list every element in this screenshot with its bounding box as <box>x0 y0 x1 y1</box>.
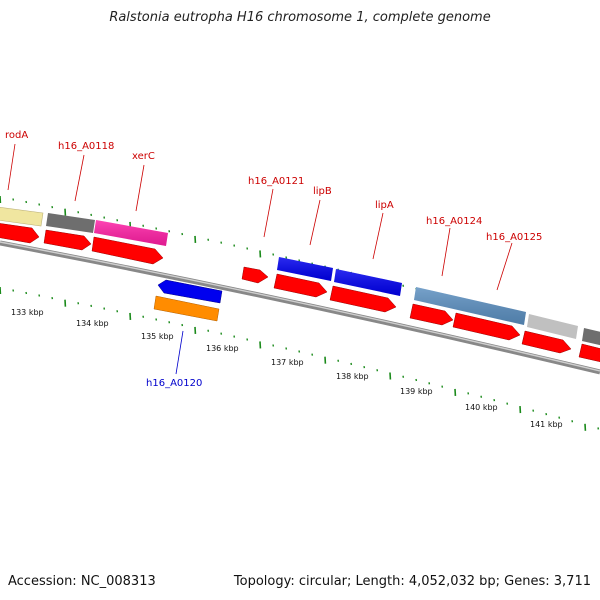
gene-label-lipb[interactable]: lipB <box>313 186 332 197</box>
connector-h16-a0124 <box>441 227 451 277</box>
cog-box-h16-a0125[interactable] <box>527 314 578 339</box>
scale-label-139: 139 kbp <box>400 387 433 396</box>
cds-arrow-lipb[interactable] <box>273 273 328 298</box>
connector-h16-a0121 <box>263 188 274 238</box>
connector-lipb <box>309 199 321 246</box>
map-title: Ralstonia eutropha H16 chromosome 1, com… <box>109 10 491 25</box>
connector-h16-a0125 <box>496 242 513 291</box>
cds-plus-track <box>0 222 600 364</box>
cds-arrow-h16-a0124b[interactable] <box>452 312 521 341</box>
connector-lipa <box>372 212 384 260</box>
scale-label-141: 141 kbp <box>530 420 563 429</box>
genome-backbone <box>0 240 600 375</box>
cds-arrow-h16-a0118[interactable] <box>43 229 92 251</box>
connector-h16-a0118 <box>74 154 85 202</box>
gene-label-h16-a0120[interactable]: h16_A0120 <box>146 378 202 389</box>
gene-label-h16-a0125[interactable]: h16_A0125 <box>486 232 542 243</box>
cds-arrow-h16-a0124a[interactable] <box>409 303 454 326</box>
cds-arrow-h16-a0121[interactable] <box>241 266 269 284</box>
connector-roda <box>7 143 16 191</box>
gene-label-roda[interactable]: rodA <box>5 130 28 141</box>
cds-arrow-h16-a0120[interactable] <box>157 279 223 304</box>
cds-arrow-roda[interactable] <box>0 222 40 244</box>
cog-box-h16-a0120[interactable] <box>153 295 220 322</box>
scale-label-134: 134 kbp <box>76 319 109 328</box>
scale-label-133: 133 kbp <box>11 308 44 317</box>
scale-label-136: 136 kbp <box>206 344 239 353</box>
genome-backbone-highlight <box>0 241 600 372</box>
scale-label-138: 138 kbp <box>336 372 369 381</box>
gene-labels: rodA h16_A0118 xerC h16_A0121 lipB lipA … <box>5 130 542 389</box>
cog-box-h16-a0118[interactable] <box>46 213 95 233</box>
connector-xerc <box>135 164 145 212</box>
minus-strand-track <box>153 279 223 322</box>
scale-labels: 133 kbp 134 kbp 135 kbp 136 kbp 137 kbp … <box>11 308 563 429</box>
connector-h16-a0120 <box>175 330 184 375</box>
label-connectors <box>7 143 513 375</box>
scale-label-137: 137 kbp <box>271 358 304 367</box>
cds-arrow-h16-a0125[interactable] <box>521 330 572 354</box>
accession-label: Accession: NC_008313 <box>8 574 156 589</box>
inner-tick-track <box>0 286 600 431</box>
gene-label-h16-a0124[interactable]: h16_A0124 <box>426 216 482 227</box>
gene-label-h16-a0121[interactable]: h16_A0121 <box>248 176 304 187</box>
cog-box-roda[interactable] <box>0 206 44 227</box>
cog-box-next[interactable] <box>582 328 600 347</box>
cds-arrow-xerc[interactable] <box>91 236 164 265</box>
gene-label-h16-a0118[interactable]: h16_A0118 <box>58 141 114 152</box>
topology-info: Topology: circular; Length: 4,052,032 bp… <box>233 574 591 589</box>
shade-overlay <box>94 220 526 325</box>
cds-arrow-next[interactable] <box>578 343 600 364</box>
scale-label-135: 135 kbp <box>141 332 174 341</box>
cds-arrow-lipa[interactable] <box>329 285 397 313</box>
gene-label-xerc[interactable]: xerC <box>132 151 155 162</box>
scale-label-140: 140 kbp <box>465 403 498 412</box>
gene-label-lipa[interactable]: lipA <box>375 200 394 211</box>
